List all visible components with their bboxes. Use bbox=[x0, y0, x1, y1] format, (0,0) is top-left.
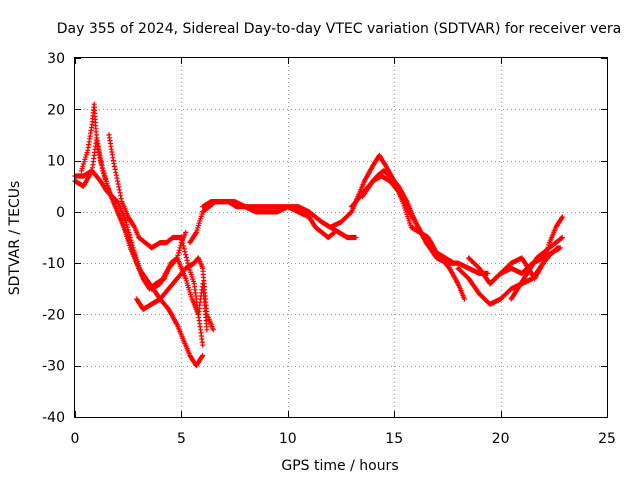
x-tick-label: 25 bbox=[598, 431, 616, 447]
y-tick-label: -20 bbox=[42, 307, 65, 323]
series-track-e bbox=[134, 255, 216, 333]
series-markers bbox=[78, 101, 189, 292]
grid bbox=[75, 58, 607, 417]
x-tick-label: 0 bbox=[71, 431, 80, 447]
series-track-c bbox=[78, 101, 189, 292]
y-tick-label: 20 bbox=[47, 102, 65, 118]
x-axis-label: GPS time / hours bbox=[281, 458, 398, 474]
series-markers bbox=[200, 199, 338, 241]
chart-title: Day 355 of 2024, Sidereal Day-to-day VTE… bbox=[57, 21, 621, 37]
x-tick-label: 20 bbox=[492, 431, 510, 447]
data-marks bbox=[72, 101, 565, 369]
series-markers bbox=[508, 234, 565, 302]
x-tick-label: 10 bbox=[279, 431, 297, 447]
plot-frame bbox=[74, 57, 608, 418]
y-tick-label: -10 bbox=[42, 256, 65, 272]
y-tick-label: -30 bbox=[42, 359, 65, 375]
y-tick-label: 0 bbox=[56, 205, 65, 221]
series-markers bbox=[359, 173, 491, 276]
y-axis-label: SDTVAR / TECUs bbox=[7, 181, 23, 296]
y-tick-label: -40 bbox=[42, 410, 65, 426]
series-markers bbox=[134, 255, 216, 333]
x-tick-label: 5 bbox=[177, 431, 186, 447]
series-track-j bbox=[359, 173, 491, 276]
y-tick-label: 30 bbox=[47, 51, 65, 67]
series-track-g bbox=[200, 199, 338, 241]
series-track-n bbox=[508, 234, 565, 302]
y-tick-label: 10 bbox=[47, 154, 65, 170]
series-track-d bbox=[106, 132, 206, 348]
x-tick-label: 15 bbox=[385, 431, 403, 447]
series-markers bbox=[106, 132, 206, 348]
